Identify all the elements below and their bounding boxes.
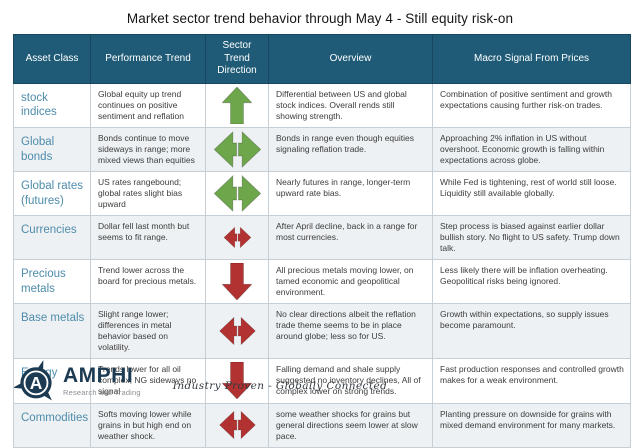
amphi-logo: A AMPHI Research and Trading	[14, 358, 141, 404]
macro-signal-cell: While Fed is tightening, rest of world s…	[432, 170, 631, 216]
column-header-sector-trend-direction: Sector Trend Direction	[205, 34, 269, 84]
macro-signal-cell: Approaching 2% inflation in US without o…	[432, 126, 631, 172]
table-row: Currencies Dollar fell last month but se…	[13, 214, 631, 261]
performance-trend-cell: US rates rangebound; global rates slight…	[90, 170, 206, 216]
table-row: Energy Trends lower for all oil complex;…	[13, 358, 631, 404]
sideways-arrow-icon	[213, 130, 261, 168]
table-header: Asset Class Performance Trend Sector Tre…	[13, 34, 631, 84]
asset-class-cell: Precious metals	[13, 259, 91, 305]
brand-tagline: Industry Proven - Globally Connected	[172, 380, 388, 392]
table-row: Global rates (futures) US rates rangebou…	[13, 170, 631, 216]
sector-trend-direction-cell	[205, 259, 269, 305]
asset-class-cell: stock indices	[13, 82, 91, 128]
sideways-arrow-icon	[223, 226, 251, 249]
sideways-arrow-icon	[213, 174, 261, 213]
sector-trend-direction-cell	[205, 358, 269, 404]
page-title: Market sector trend behavior through May…	[126, 11, 514, 26]
table-row: Base metals Slight range lower; differen…	[13, 303, 631, 360]
macro-signal-cell: Less likely there will be inflation over…	[432, 259, 631, 305]
down-arrow-icon	[222, 263, 252, 301]
sector-trend-direction-cell	[205, 126, 269, 172]
up-arrow-icon	[222, 86, 252, 124]
column-header-asset-class: Asset Class	[13, 34, 91, 84]
table-row: Precious metals Trend lower across the b…	[13, 259, 631, 305]
column-header-performance-trend: Performance Trend	[90, 34, 206, 84]
performance-trend-cell: Dollar fell last month but seems to fit …	[90, 214, 206, 261]
overview-cell: After April decline, back in a range for…	[268, 214, 433, 261]
down-arrow-icon	[222, 362, 252, 400]
overview-cell: All precious metals moving lower, on tam…	[268, 259, 433, 305]
macro-signal-cell: Combination of positive sentiment and gr…	[432, 82, 631, 128]
overview-cell: Falling demand and shale supply suggeste…	[268, 358, 433, 404]
overview-cell: Nearly futures in range, longer-term upw…	[268, 170, 433, 216]
sector-trend-direction-cell	[205, 170, 269, 216]
asset-class-cell: Global bonds	[13, 126, 91, 172]
asset-class-cell: Currencies	[13, 214, 91, 261]
table-row: Global bonds Bonds continue to move side…	[13, 126, 631, 172]
performance-trend-cell: Bonds continue to move sideways in range…	[90, 126, 206, 172]
performance-trend-cell: Slight range lower; differences in metal…	[90, 303, 206, 360]
sector-trend-direction-cell	[205, 82, 269, 128]
column-header-overview: Overview	[268, 34, 433, 84]
sector-trend-direction-cell	[205, 214, 269, 261]
report-page: Market sector trend behavior through May…	[0, 11, 640, 448]
column-header-macro-signal: Macro Signal From Prices	[432, 34, 631, 84]
performance-trend-cell: Trends lower for all oil complex; NG sid…	[90, 358, 206, 404]
macro-signal-cell: Growth within expectations, so supply is…	[432, 303, 631, 360]
page-footer: A AMPHI Research and Trading Industry Pr…	[0, 352, 640, 410]
sideways-arrow-icon	[218, 316, 256, 346]
macro-signal-cell: Step process is biased against earlier d…	[432, 214, 631, 261]
macro-signal-cell: Fast production responses and controlled…	[432, 358, 631, 404]
brand-name: AMPHI	[63, 364, 134, 387]
sector-trend-direction-cell	[205, 303, 269, 360]
overview-cell: No clear directions albeit the reflation…	[268, 303, 433, 360]
table-body: stock indices Global equity up trend con…	[13, 82, 631, 448]
asset-class-cell: Global rates (futures)	[13, 170, 91, 216]
overview-cell: Differential between US and global stock…	[268, 82, 433, 128]
sideways-arrow-icon	[218, 410, 256, 440]
performance-trend-cell: Trend lower across the board for preciou…	[90, 259, 206, 305]
svg-text:A: A	[30, 373, 43, 393]
performance-trend-cell: Global equity up trend continues on posi…	[90, 82, 206, 128]
overview-cell: Bonds in range even though equities sign…	[268, 126, 433, 172]
table-row: stock indices Global equity up trend con…	[13, 82, 631, 128]
asset-class-cell: Base metals	[13, 303, 91, 360]
market-trend-table: Asset Class Performance Trend Sector Tre…	[13, 34, 631, 448]
brand-subtitle: Research and Trading	[63, 388, 141, 397]
amphi-emblem-icon: A	[14, 360, 52, 401]
